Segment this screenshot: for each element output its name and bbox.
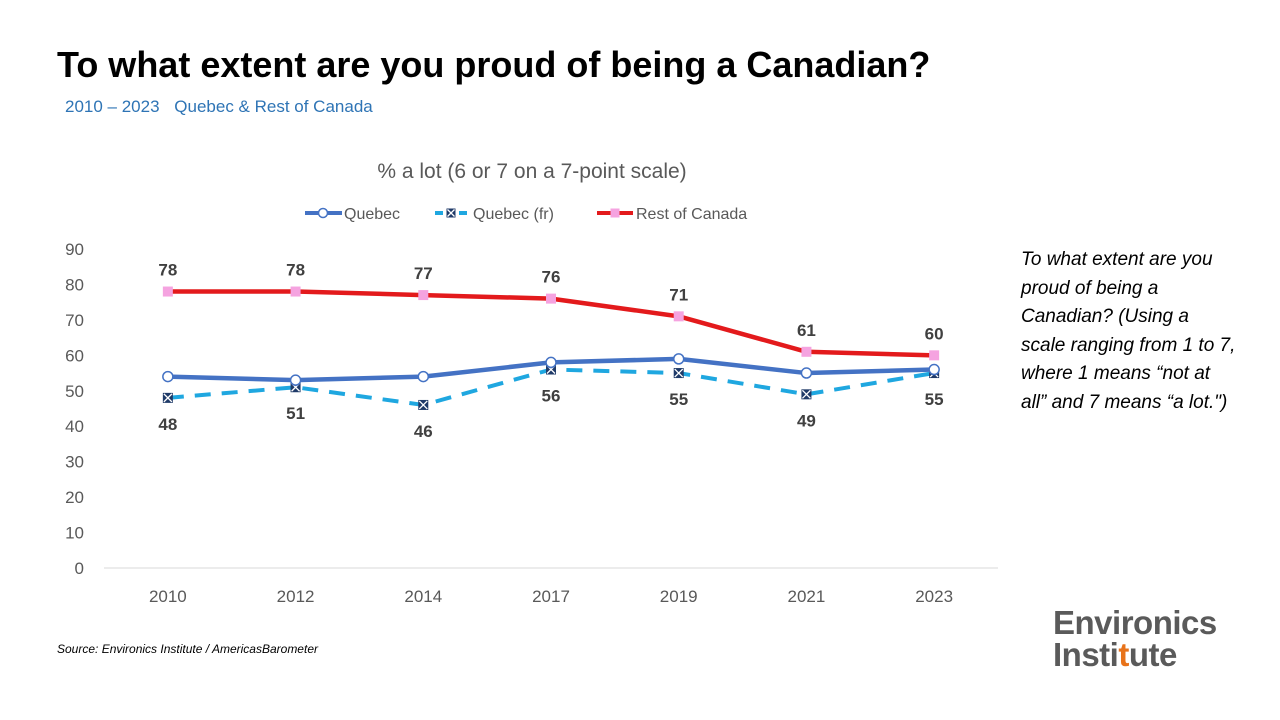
data-label-quebec-fr: 49 [797,411,816,430]
data-point-rest-of-canada [290,286,301,297]
legend-label-rest-of-canada: Rest of Canada [636,206,747,223]
data-point-quebec-fr [673,368,684,379]
question-note: To what extent are you proud of being a … [1021,249,1236,413]
subtitle-region: Quebec & Rest of Canada [174,97,373,116]
data-label-quebec-fr: 51 [286,404,305,423]
x-tick-label: 2019 [660,587,698,606]
legend-label-quebec: Quebec [344,206,400,223]
data-label-rest-of-canada: 61 [797,321,816,340]
data-label-rest-of-canada: 71 [669,285,688,304]
data-point-rest-of-canada [673,311,684,322]
x-tick-label: 2021 [788,587,826,606]
data-point-quebec [800,367,813,379]
subtitle-years: 2010 – 2023 [65,97,160,116]
y-tick-label: 40 [65,417,84,436]
data-point-quebec [545,356,557,369]
page-subtitle: 2010 – 2023 Quebec & Rest of Canada [65,97,373,117]
data-label-rest-of-canada: 60 [925,324,944,343]
data-label-rest-of-canada: 77 [414,264,433,283]
y-tick-label: 90 [65,240,84,259]
y-tick-label: 70 [65,311,84,330]
data-label-rest-of-canada: 78 [158,261,177,280]
x-tick-label: 2012 [277,587,315,606]
source-note: Source: Environics Institute / AmericasB… [57,642,318,656]
y-tick-label: 0 [75,559,84,578]
data-point-rest-of-canada [418,290,429,301]
data-label-rest-of-canada: 78 [286,261,305,280]
y-tick-label: 30 [65,453,84,472]
data-point-rest-of-canada [801,346,812,357]
data-label-quebec-fr: 46 [414,422,433,441]
data-point-quebec-fr [801,389,812,400]
environics-institute-logo: Environics Institute [1053,604,1217,673]
legend-item-quebec: Quebec [305,206,400,223]
data-point-quebec-fr [418,399,429,410]
x-tick-label: 2023 [915,587,953,606]
legend-label-quebec-fr: Quebec (fr) [473,206,554,223]
legend-item-rest-of-canada: Rest of Canada [597,206,747,223]
y-tick-label: 50 [65,382,84,401]
data-point-quebec [417,370,430,383]
data-point-quebec [672,353,685,365]
data-point-quebec [289,374,302,386]
data-label-quebec-fr: 55 [669,390,688,409]
logo-line-1: Environics [1053,604,1217,641]
data-point-rest-of-canada [546,293,556,304]
chart-data-labels: 48 51 46 56 55 49 55 78 78 77 76 71 61 60 [158,261,943,441]
data-point-quebec [928,363,940,376]
data-label-quebec-fr: 48 [158,415,177,434]
x-tick-label: 2017 [532,587,570,606]
page-title: To what extent are you proud of being a … [57,44,931,85]
x-axis-ticks: 2010 2012 2014 2017 2019 2021 2023 [149,587,953,606]
data-point-rest-of-canada [162,286,173,297]
y-tick-label: 60 [65,346,84,365]
logo-line-2: Institute [1053,636,1177,673]
data-point-rest-of-canada [929,350,940,361]
y-axis-ticks: 0 10 20 30 40 50 60 70 80 90 [65,240,84,578]
legend-item-quebec-fr: Quebec (fr) [435,206,554,223]
y-tick-label: 10 [65,524,84,543]
chart-series [162,286,940,410]
data-label-rest-of-canada: 76 [542,268,561,287]
data-point-quebec-fr [162,392,173,403]
x-tick-label: 2014 [404,587,442,606]
x-tick-label: 2010 [149,587,187,606]
chart-title: % a lot (6 or 7 on a 7-point scale) [377,160,686,183]
data-point-quebec [162,370,174,383]
chart-legend: Quebec Quebec (fr) Rest of Canada [305,206,747,223]
data-label-quebec-fr: 56 [542,387,561,406]
data-label-quebec-fr: 55 [925,390,944,409]
y-tick-label: 20 [65,488,84,507]
y-tick-label: 80 [65,275,84,294]
